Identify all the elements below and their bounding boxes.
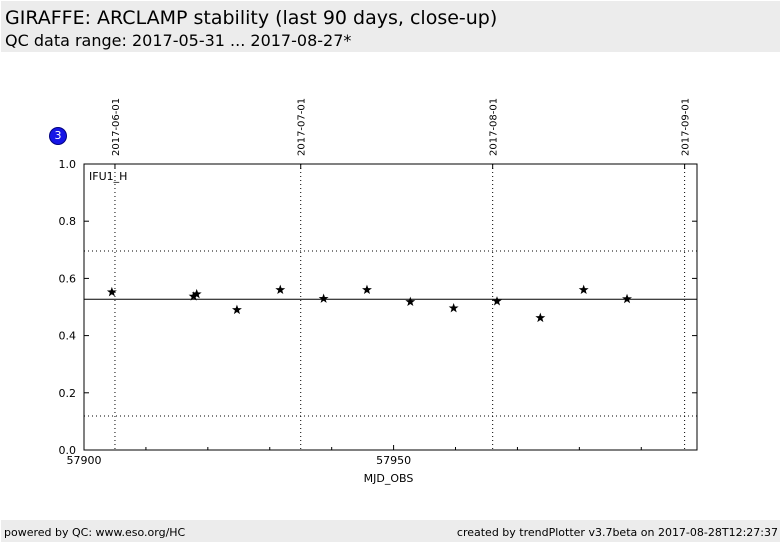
plot-frame [83, 163, 698, 451]
x-tick-label: 57900 [67, 454, 102, 467]
data-point [448, 302, 459, 313]
data-point [578, 284, 589, 295]
footer-created: created by trendPlotter v3.7beta on 2017… [456, 526, 778, 539]
header-bar: GIRAFFE: ARCLAMP stability (last 90 days… [1, 1, 780, 52]
footer-bar: powered by QC: www.eso.org/HC created by… [1, 520, 780, 542]
data-point [318, 293, 329, 303]
y-tick-label: 0.8 [59, 215, 77, 228]
plot-number-badge: 3 [50, 128, 66, 144]
data-point [362, 284, 372, 295]
y-tick-label: 1.0 [59, 158, 77, 171]
data-point [622, 293, 632, 304]
data-point [188, 291, 199, 301]
data-point [275, 284, 286, 295]
data-point [231, 304, 242, 315]
data-point [405, 296, 416, 307]
y-tick-label: 0.6 [59, 272, 77, 285]
data-point [191, 288, 202, 299]
panel-label: IFU1_H [89, 170, 127, 183]
x-axis-label: MJD_OBS [364, 472, 414, 485]
data-point [535, 312, 546, 323]
date-tick-label: 2017-07-01 [297, 98, 308, 156]
data-point [106, 286, 117, 297]
data-range-subtitle: QC data range: 2017-05-31 ... 2017-08-27… [5, 31, 352, 50]
y-tick-label: 0.4 [59, 330, 77, 343]
footer-credit: powered by QC: www.eso.org/HC [4, 526, 186, 539]
x-tick-label: 57950 [376, 454, 411, 467]
date-tick-label: 2017-06-01 [111, 98, 122, 156]
y-tick-label: 0.2 [59, 387, 77, 400]
y-tick-label: 0.0 [59, 444, 77, 457]
page-title: GIRAFFE: ARCLAMP stability (last 90 days… [5, 7, 498, 29]
data-point [492, 296, 502, 306]
date-tick-label: 2017-09-01 [681, 98, 692, 156]
date-tick-label: 2017-08-01 [489, 98, 500, 156]
